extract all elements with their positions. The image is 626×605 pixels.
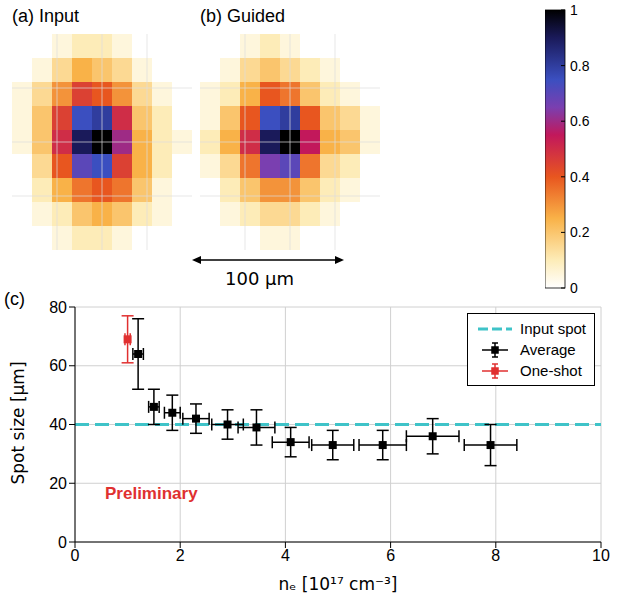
svg-text:1: 1 — [570, 2, 578, 18]
html-text:(b) Guided: (b) Guided — [200, 6, 285, 26]
svg-text:0.8: 0.8 — [570, 58, 590, 74]
svg-text:0: 0 — [570, 280, 578, 296]
html-text:Preliminary: Preliminary — [105, 484, 198, 503]
html-text:Input spot: Input spot — [520, 320, 586, 337]
svg-text:10: 10 — [592, 547, 610, 564]
svg-text:0.2: 0.2 — [570, 224, 590, 240]
svg-text:0: 0 — [71, 547, 80, 564]
svg-text:2: 2 — [176, 547, 185, 564]
svg-text:4: 4 — [281, 547, 290, 564]
html-text:100 µm: 100 µm — [225, 268, 295, 289]
svg-text:Spot size [µm]: Spot size [µm] — [8, 361, 28, 484]
svg-text:60: 60 — [49, 357, 67, 374]
svg-text:40: 40 — [49, 416, 67, 433]
html-text:(c): (c) — [4, 289, 25, 309]
svg-text:nₑ [10¹⁷ cm⁻³]: nₑ [10¹⁷ cm⁻³] — [279, 574, 398, 594]
svg-text:20: 20 — [49, 475, 67, 492]
svg-text:80: 80 — [49, 299, 67, 316]
svg-text:0: 0 — [58, 534, 67, 551]
html-text:One-shot: One-shot — [520, 362, 582, 379]
html-text:(a) Input: (a) Input — [12, 6, 79, 26]
svg-text:8: 8 — [491, 547, 500, 564]
svg-text:0.4: 0.4 — [570, 169, 590, 185]
html-text:Average: Average — [520, 341, 576, 358]
svg-text:6: 6 — [386, 547, 395, 564]
svg-text:0.6: 0.6 — [570, 113, 590, 129]
